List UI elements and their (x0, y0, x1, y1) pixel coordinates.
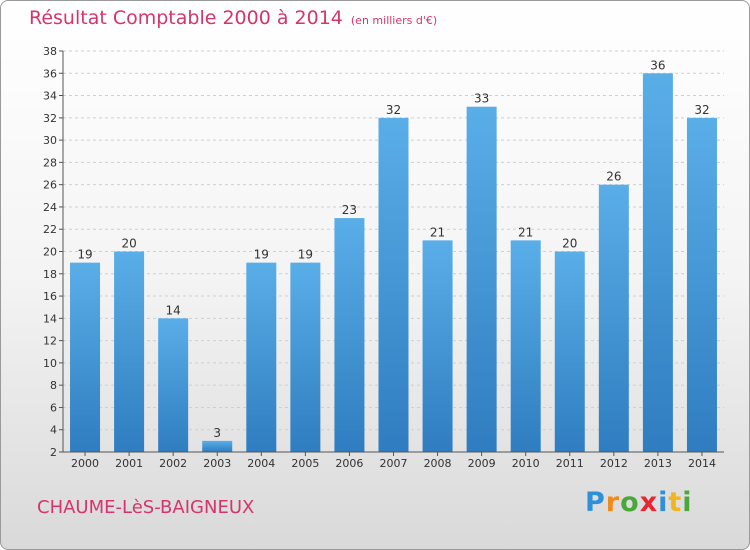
y-tick-label: 32 (43, 112, 57, 125)
bar-2009 (466, 106, 497, 452)
chart-subtitle: (en milliers d'€) (350, 14, 438, 27)
x-tick-label: 2013 (644, 457, 672, 470)
data-label-2000: 19 (77, 248, 92, 262)
y-tick-label: 30 (43, 134, 57, 147)
x-axis: 2000 2001 2002 2003 2004 2005 2006 2007 2008 2009… (63, 451, 724, 470)
data-label-2012: 26 (606, 170, 621, 184)
x-tick-label: 2008 (424, 457, 452, 470)
data-label-2007: 32 (386, 103, 401, 117)
data-label-2006: 23 (342, 203, 357, 217)
bar-2003 (202, 440, 233, 452)
logo-letter: t (668, 487, 683, 518)
chart-title: Résultat Comptable 2000 à 2014 (en millie… (29, 7, 437, 29)
x-tick-label: 2002 (159, 457, 187, 470)
y-tick-label: 14 (43, 312, 57, 325)
x-tick-label: 2003 (203, 457, 231, 470)
y-tick-label: 12 (43, 335, 57, 348)
y-tick-label: 34 (43, 90, 57, 103)
bar-2006 (334, 218, 365, 452)
y-tick-label: 16 (43, 290, 57, 303)
data-label-2011: 20 (562, 237, 577, 251)
x-tick-label: 2012 (600, 457, 628, 470)
data-label-2002: 14 (166, 303, 181, 317)
y-tick-label: 4 (50, 424, 57, 437)
bar-2000 (70, 262, 101, 452)
y-tick-label: 20 (43, 246, 57, 259)
bar-2005 (290, 262, 321, 452)
y-tick-label: 10 (43, 357, 57, 370)
data-label-2008: 21 (430, 225, 445, 239)
data-label-2004: 19 (254, 248, 269, 262)
x-tick-label: 2000 (71, 457, 99, 470)
bar-2012 (598, 184, 629, 452)
proxiti-logo: Proxiti (585, 487, 693, 518)
x-tick-label: 2009 (468, 457, 496, 470)
x-tick-label: 2010 (512, 457, 540, 470)
bar-2014 (686, 117, 717, 452)
y-tick-label: 24 (43, 201, 57, 214)
logo-letter: i (682, 487, 693, 518)
y-tick-label: 26 (43, 179, 57, 192)
x-tick-label: 2006 (335, 457, 363, 470)
bars: 19 20 14 3 19 19 23 32 21 33 21 20 26 36 32 (70, 58, 717, 453)
x-tick-label: 2011 (556, 457, 584, 470)
logo-letter: x (639, 487, 659, 518)
bar-2013 (642, 73, 673, 453)
y-tick-label: 6 (50, 401, 57, 414)
y-tick-label: 18 (43, 268, 57, 281)
y-tick-label: 28 (43, 156, 57, 169)
logo-letter: o (620, 487, 640, 518)
x-tick-label: 2001 (115, 457, 143, 470)
data-label-2009: 33 (474, 92, 489, 106)
logo-letter: P (585, 487, 606, 518)
data-label-2013: 36 (650, 58, 665, 72)
logo-letter: i (658, 487, 669, 518)
data-label-2014: 32 (694, 103, 709, 117)
bar-2008 (422, 240, 453, 452)
data-label-2003: 3 (213, 426, 221, 440)
place-name: CHAUME-LèS-BAIGNEUX (37, 497, 255, 518)
x-tick-label: 2005 (291, 457, 319, 470)
bar-2011 (554, 251, 585, 452)
y-tick-label: 8 (50, 379, 57, 392)
y-tick-label: 38 (43, 45, 57, 58)
y-tick-label: 2 (50, 446, 57, 459)
bar-2010 (510, 240, 541, 452)
bar-2001 (114, 251, 145, 452)
bar-2007 (378, 117, 409, 452)
data-label-2001: 20 (121, 237, 136, 251)
x-tick-label: 2004 (247, 457, 275, 470)
y-tick-label: 36 (43, 67, 57, 80)
bar-2002 (158, 318, 189, 452)
data-label-2010: 21 (518, 225, 533, 239)
y-tick-label: 22 (43, 223, 57, 236)
logo-letter: r (605, 487, 621, 518)
chart-title-text: Résultat Comptable 2000 à 2014 (29, 7, 343, 29)
data-label-2005: 19 (298, 248, 313, 262)
x-tick-label: 2007 (380, 457, 408, 470)
bar-2004 (246, 262, 277, 452)
x-tick-label: 2014 (688, 457, 716, 470)
